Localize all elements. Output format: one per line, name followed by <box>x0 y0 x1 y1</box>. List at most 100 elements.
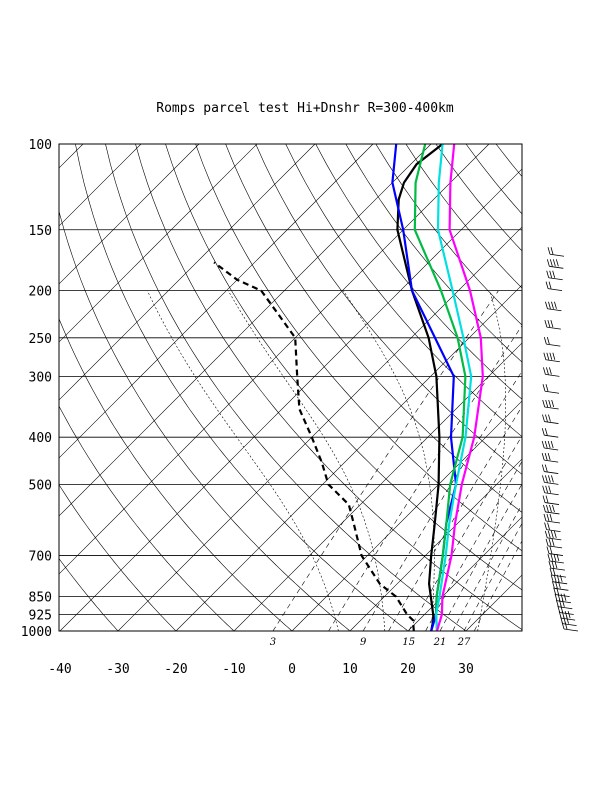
barb-flag <box>549 546 553 554</box>
dry-adiabat-line <box>435 144 522 252</box>
sounding-line <box>213 261 415 631</box>
barb-flag <box>549 513 553 522</box>
barb-flag <box>553 587 557 595</box>
barb-flag <box>547 440 551 449</box>
chart-title: Romps parcel test Hi+Dnshr R=300-400km <box>156 101 454 116</box>
moist-adiabat-line <box>343 290 435 631</box>
isotherm-line <box>59 144 200 285</box>
barb-shaft <box>546 326 561 330</box>
pressure-tick-label: 250 <box>29 332 52 347</box>
barb-flag <box>546 546 550 554</box>
barb-flag <box>544 530 548 538</box>
wind-barbs <box>541 247 579 632</box>
barb-flag <box>548 399 552 408</box>
mixing-ratio-label: 9 <box>360 637 367 648</box>
barb-flag <box>561 599 565 607</box>
barb-flag <box>551 301 554 309</box>
wind-barb <box>542 495 560 505</box>
barb-flag <box>545 475 548 483</box>
barb-flag <box>554 301 557 309</box>
dry-adiabat-line <box>375 144 522 326</box>
moist-adiabat-line <box>477 290 507 631</box>
barb-flag <box>556 553 560 562</box>
barb-flag <box>548 475 551 483</box>
barb-flag <box>545 281 549 289</box>
barb-flag <box>544 440 548 449</box>
barb-flag <box>542 384 546 392</box>
barb-flag <box>541 453 545 461</box>
dry-adiabat-line <box>195 144 522 552</box>
barb-flag <box>547 530 551 538</box>
barb-shaft <box>551 574 567 578</box>
wind-barb <box>548 561 565 571</box>
barb-flag <box>548 281 552 289</box>
barb-flag <box>548 538 552 546</box>
barb-flag <box>545 495 549 503</box>
isotherm-line <box>524 144 612 631</box>
isotherm-line <box>233 342 522 631</box>
barb-flag <box>542 485 546 493</box>
sounding-line <box>396 144 444 631</box>
dry-adiabat-line <box>526 144 612 641</box>
barb-flag <box>545 414 548 422</box>
barb-flag <box>546 352 550 360</box>
barb-flag <box>553 574 557 582</box>
barb-flag <box>542 414 545 422</box>
wind-barb <box>543 513 561 524</box>
barb-flag <box>552 259 556 267</box>
isotherm-line <box>0 144 25 631</box>
wind-barb <box>544 320 561 330</box>
barb-flag <box>541 440 545 449</box>
grid-lines <box>0 144 612 641</box>
isotherm-line <box>59 144 142 227</box>
barb-flag <box>550 320 554 328</box>
wind-barb <box>541 428 559 438</box>
isotherm-line <box>407 516 522 631</box>
temperature-tick-label: -20 <box>164 662 187 677</box>
mixing-ratio-line <box>328 325 522 631</box>
isotherm-line <box>175 284 522 631</box>
barb-flag <box>553 553 557 562</box>
barb-flag <box>551 399 555 408</box>
barb-flag <box>547 453 551 461</box>
barb-flag <box>546 504 549 513</box>
pressure-tick-label: 700 <box>29 550 52 565</box>
barb-flag <box>549 567 553 576</box>
barb-shaft <box>553 581 568 585</box>
wind-barb <box>541 464 559 474</box>
wind-barb <box>549 567 567 578</box>
wind-barb <box>543 504 560 515</box>
dry-adiabat-line <box>586 144 612 641</box>
barb-shaft <box>547 537 562 541</box>
moist-adiabat-line <box>227 290 386 631</box>
barb-flag <box>552 581 555 589</box>
barb-flag <box>552 567 556 576</box>
barb-flag <box>549 352 553 360</box>
isotherm-line <box>465 574 522 631</box>
barb-flag <box>567 611 571 619</box>
temperature-tick-label: 0 <box>288 662 296 677</box>
barb-flag <box>543 336 547 345</box>
barb-shaft <box>545 520 561 524</box>
barb-flag <box>549 259 553 267</box>
barb-flag <box>543 367 546 375</box>
mixing-ratio-line <box>362 370 522 631</box>
barb-flag <box>553 530 557 538</box>
barb-shaft <box>559 612 574 615</box>
wind-barb <box>546 270 563 281</box>
barb-flag <box>542 495 546 503</box>
pressure-tick-label: 400 <box>29 431 52 446</box>
wind-barb <box>542 414 559 424</box>
barb-shaft <box>563 628 579 632</box>
dry-adiabat-line <box>105 144 467 631</box>
barb-flag <box>550 553 554 562</box>
barb-flag <box>549 270 553 278</box>
dry-adiabat-line <box>285 144 522 438</box>
pressure-tick-label: 850 <box>29 591 52 606</box>
barb-flag <box>546 270 550 278</box>
barb-flag <box>550 440 554 449</box>
barb-shaft <box>554 587 569 591</box>
barb-flag <box>546 336 550 345</box>
